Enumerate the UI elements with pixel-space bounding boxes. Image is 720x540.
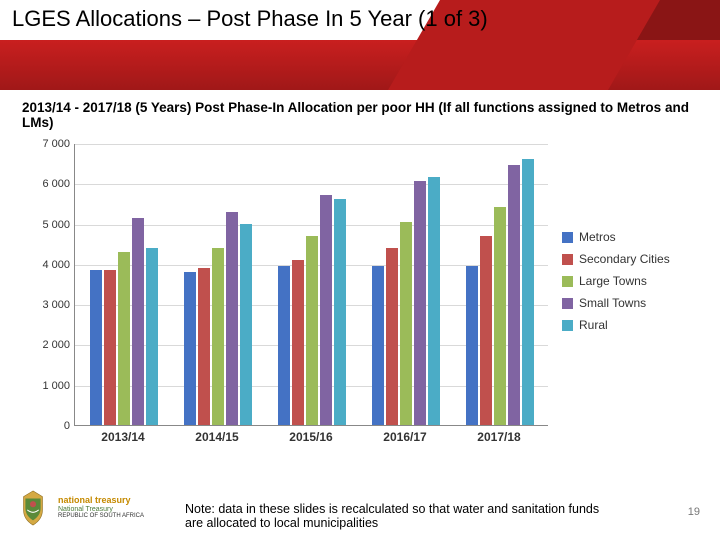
bar [226, 212, 238, 426]
bar [386, 248, 398, 425]
bar [184, 272, 196, 425]
bar [320, 195, 332, 425]
y-tick-label: 6 000 [22, 178, 70, 190]
y-tick-label: 1 000 [22, 380, 70, 392]
legend-label: Large Towns [579, 274, 647, 288]
y-tick-label: 3 000 [22, 299, 70, 311]
gridline [75, 144, 548, 145]
footer: national treasury National Treasury REPU… [0, 480, 720, 536]
bar [292, 260, 304, 425]
legend-swatch [562, 232, 573, 243]
footer-note: Note: data in these slides is recalculat… [185, 502, 600, 530]
bar [428, 177, 440, 425]
x-tick-label: 2013/14 [101, 430, 144, 444]
bar [400, 222, 412, 425]
bar [480, 236, 492, 425]
y-tick-label: 0 [22, 420, 70, 432]
chart-plot [74, 144, 548, 426]
bar [212, 248, 224, 425]
bar [104, 270, 116, 425]
logo-text: national treasury National Treasury REPU… [58, 496, 144, 520]
legend-label: Secondary Cities [579, 252, 670, 266]
y-tick-label: 4 000 [22, 259, 70, 271]
sa-coat-of-arms-icon [14, 489, 52, 527]
bar [132, 218, 144, 425]
bar [494, 207, 506, 425]
logo-line: national treasury [58, 496, 144, 506]
legend-swatch [562, 320, 573, 331]
y-tick-label: 2 000 [22, 339, 70, 351]
bar [414, 181, 426, 425]
bar [278, 266, 290, 425]
slide-title: LGES Allocations – Post Phase In 5 Year … [12, 6, 708, 32]
chart: Metros Secondary Cities Large Towns Small T… [22, 140, 698, 460]
bar [118, 252, 130, 425]
bar [466, 266, 478, 425]
bar [198, 268, 210, 425]
chart-subtitle: 2013/14 - 2017/18 (5 Years) Post Phase-I… [22, 100, 698, 130]
legend-swatch [562, 276, 573, 287]
legend-item: Metros [562, 230, 670, 244]
page-number: 19 [688, 506, 700, 518]
x-tick-label: 2014/15 [195, 430, 238, 444]
bar [90, 270, 102, 425]
legend-item: Secondary Cities [562, 252, 670, 266]
legend-swatch [562, 298, 573, 309]
y-tick-label: 5 000 [22, 219, 70, 231]
header: LGES Allocations – Post Phase In 5 Year … [0, 0, 720, 90]
gridline [75, 184, 548, 185]
legend-item: Rural [562, 318, 670, 332]
bar [372, 266, 384, 425]
legend-label: Rural [579, 318, 608, 332]
gridline [75, 225, 548, 226]
x-tick-label: 2015/16 [289, 430, 332, 444]
x-tick-label: 2016/17 [383, 430, 426, 444]
legend-label: Metros [579, 230, 616, 244]
bar [522, 159, 534, 425]
bar [146, 248, 158, 425]
x-tick-label: 2017/18 [477, 430, 520, 444]
legend-label: Small Towns [579, 296, 646, 310]
logo-line: National Treasury [58, 506, 144, 514]
bar [334, 199, 346, 425]
logo-line: REPUBLIC OF SOUTH AFRICA [58, 513, 144, 520]
y-tick-label: 7 000 [22, 138, 70, 150]
chart-legend: Metros Secondary Cities Large Towns Small T… [562, 230, 670, 340]
legend-item: Small Towns [562, 296, 670, 310]
bar [240, 224, 252, 425]
bar [508, 165, 520, 425]
legend-swatch [562, 254, 573, 265]
legend-item: Large Towns [562, 274, 670, 288]
bar [306, 236, 318, 425]
